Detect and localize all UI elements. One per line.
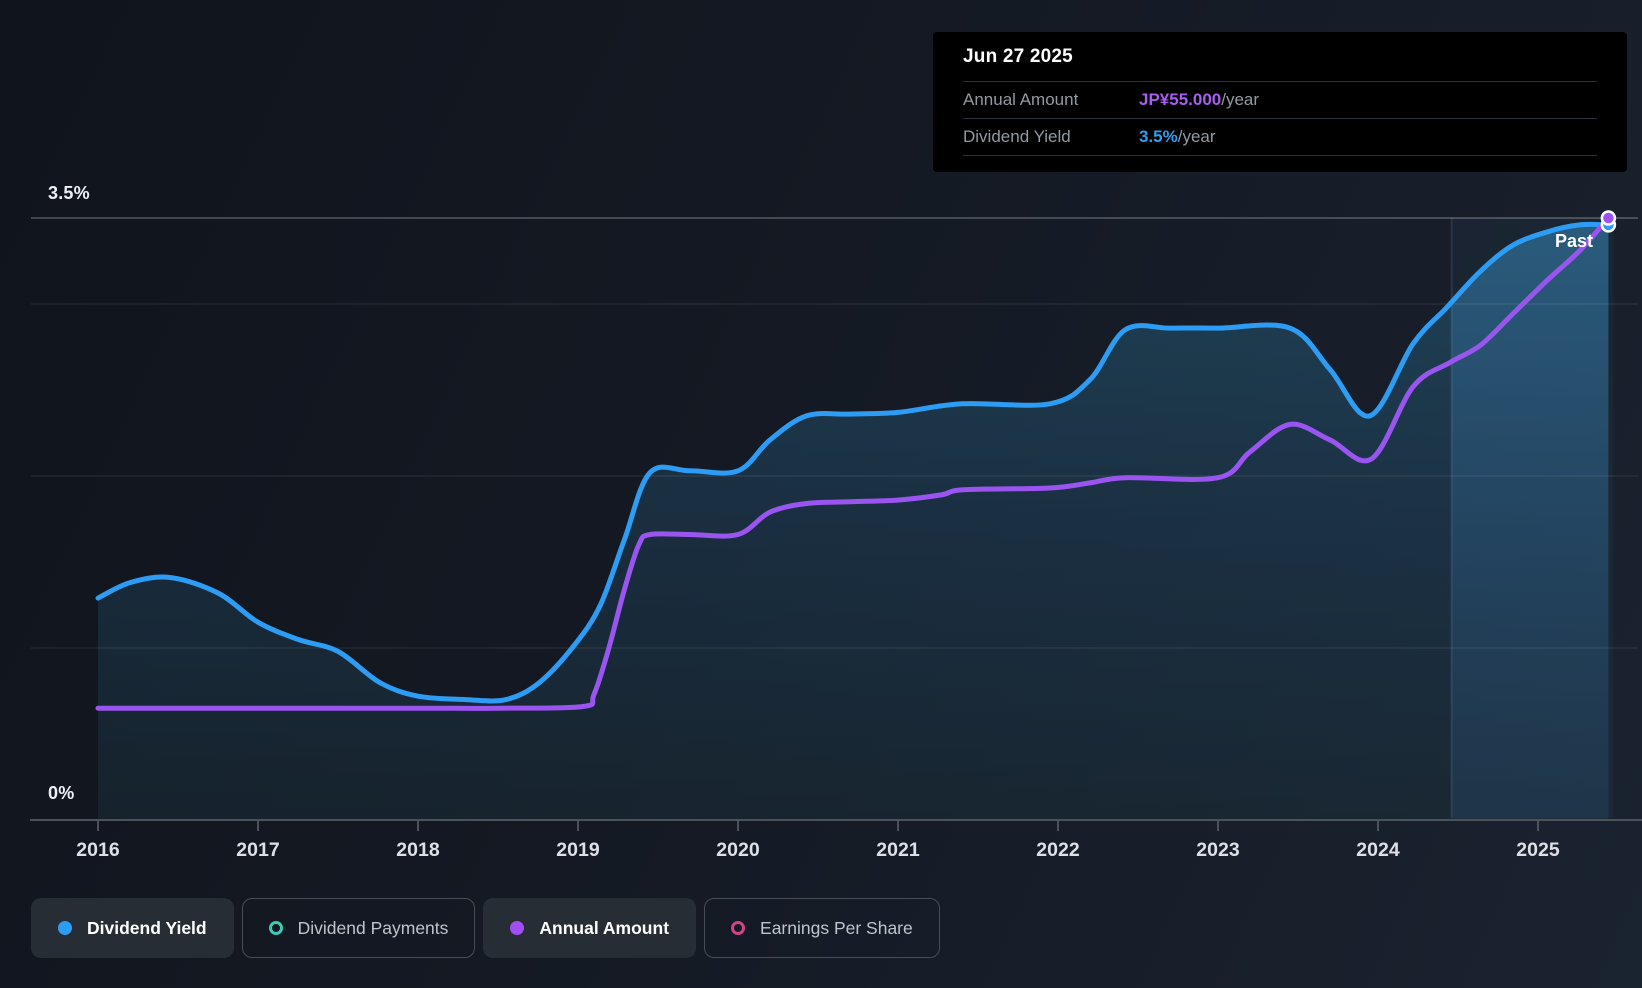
dividend-yield-dot-icon: [58, 921, 72, 935]
x-tick-label: 2023: [1196, 839, 1240, 861]
y-axis-bottom-label: 0%: [48, 783, 75, 803]
past-annotation: Past: [1554, 231, 1593, 251]
legend-label: Annual Amount: [539, 917, 670, 938]
x-tick-label: 2019: [556, 839, 600, 861]
tooltip-date: Jun 27 2025: [963, 45, 1073, 67]
legend-button-dividend-payments[interactable]: Dividend Payments: [241, 898, 476, 958]
tooltip-value: JP¥55.000/year: [1139, 90, 1260, 109]
chart-tooltip: Jun 27 2025 Annual Amount JP¥55.000/year…: [933, 32, 1627, 172]
earnings-per-share-ring-icon: [731, 921, 746, 935]
past-year-band-area-highlight: [1451, 224, 1609, 820]
dividend-yield-area-fill: [98, 224, 1609, 820]
x-tick-label: 2018: [396, 839, 440, 861]
legend-label: Dividend Yield: [87, 917, 207, 938]
x-tick-label: 2017: [236, 839, 279, 861]
x-tick-label: 2025: [1516, 839, 1560, 861]
dividend-payments-ring-icon: [268, 921, 283, 935]
x-tick-label: 2024: [1356, 839, 1400, 861]
tooltip-label: Annual Amount: [963, 90, 1079, 109]
annual-amount-endpoint-dot: [1600, 210, 1617, 226]
tooltip-row-dividend-yield: Dividend Yield 3.5%/year: [963, 118, 1597, 155]
x-tick-label: 2016: [76, 839, 120, 861]
tooltip-row-annual-amount: Annual Amount JP¥55.000/year: [963, 81, 1597, 118]
x-tick-label: 2020: [716, 839, 760, 861]
legend-label: Earnings Per Share: [760, 917, 913, 938]
y-axis-top-label: 3.5%: [48, 183, 90, 203]
tooltip-label: Dividend Yield: [963, 127, 1071, 146]
legend-button-annual-amount[interactable]: Annual Amount: [483, 898, 697, 958]
annual-amount-dot-icon: [510, 921, 525, 935]
legend: Dividend Yield Dividend Payments Annual …: [31, 898, 940, 958]
dividend-history-chart[interactable]: 2016 2017 2018 2019 2020 2021 2022 2023 2024 2025: [0, 0, 1642, 872]
legend-button-earnings-per-share[interactable]: Earnings Per Share: [704, 898, 940, 958]
dividend-yield-line: [95, 221, 1611, 704]
legend-label: Dividend Payments: [297, 917, 449, 938]
legend-button-dividend-yield[interactable]: Dividend Yield: [31, 898, 234, 958]
annual-amount-line: [95, 215, 1611, 711]
x-tick-label: 2021: [876, 839, 920, 861]
tooltip-value: 3.5%/year: [1139, 127, 1216, 146]
x-tick-label: 2022: [1036, 839, 1080, 861]
